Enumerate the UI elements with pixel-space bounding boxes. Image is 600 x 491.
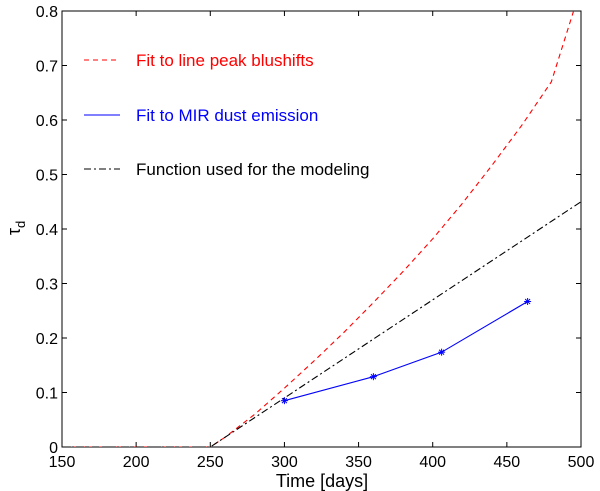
x-tick-label: 200 [123,454,150,471]
x-tick-label: 300 [271,454,298,471]
y-axis-label: τd [4,221,28,235]
y-axis-label-main: τ [4,228,24,235]
axes-layer: 150 200 250 300 350 400 450 500 0 0.1 0.2 0.3 0.4 0.5… [36,4,595,471]
y-tick-label: 0.8 [36,4,58,21]
y-tick-label: 0.5 [36,168,58,185]
y-tick-label: 0 [49,440,58,457]
y-tick-label: 0.7 [36,59,58,76]
y-tick-label: 0.1 [36,386,58,403]
x-tick-label: 350 [345,454,372,471]
plot-area [61,10,582,448]
legend: Fit to line peak blushifts Fit to MIR dus… [84,51,369,179]
x-axis-label: Time [days] [276,471,368,491]
svg-text:τd: τd [4,221,28,235]
legend-label-2: Fit to MIR dust emission [136,106,318,125]
x-tick-label: 150 [49,454,76,471]
data-point [524,297,532,305]
legend-label-1: Fit to line peak blushifts [136,51,314,70]
series-line-2 [284,301,528,402]
x-tick-label: 450 [494,454,521,471]
y-tick-label: 0.6 [36,113,58,130]
legend-label-3: Function used for the modeling [136,160,369,179]
y-tick-label: 0.3 [36,277,58,294]
y-tick-label: 0.2 [36,331,58,348]
data-point [438,348,446,356]
plot-frame [61,10,582,448]
x-tick-label: 400 [419,454,446,471]
y-tick-label: 0.4 [36,222,58,239]
x-tick-label: 500 [568,454,595,471]
y-axis-label-subscript: d [13,221,28,228]
series-layer [62,11,581,447]
data-point [369,373,377,381]
x-tick-label: 250 [197,454,224,471]
